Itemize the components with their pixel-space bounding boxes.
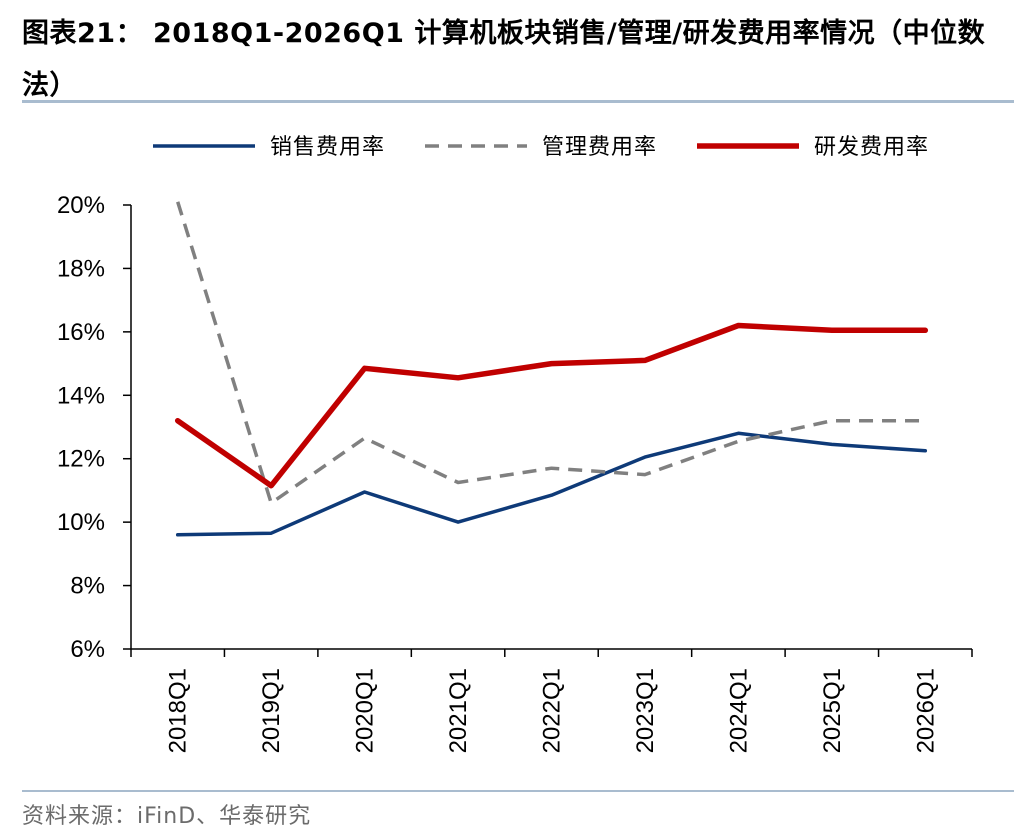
footer-divider	[22, 790, 1014, 792]
source-note: 资料来源：iFinD、华泰研究	[22, 804, 312, 829]
y-tick-label: 8%	[70, 573, 105, 600]
series-line-3	[174, 322, 929, 489]
axes: 6% 8% 10% 12% 14% 16% 18% 20% 2018Q1 2019Q1 2020Q1…	[57, 192, 973, 753]
x-tick-label: 2024Q1	[725, 668, 752, 753]
series-line-2	[176, 201, 926, 505]
series-line-1	[175, 431, 928, 537]
page-title: 图表21： 2018Q1-2026Q1 计算机板块销售/管理/研发费用率情况（中…	[22, 18, 986, 101]
x-tick-label: 2021Q1	[445, 668, 472, 753]
y-tick-label: 10%	[57, 509, 105, 536]
x-tick-label: 2022Q1	[539, 668, 566, 753]
legend: 销售费用率 管理费用率 研发费用率	[153, 135, 929, 160]
x-tick-label: 2020Q1	[352, 668, 379, 753]
y-tick-label: 6%	[70, 636, 105, 663]
y-tick-label: 18%	[57, 255, 105, 282]
y-tick-label: 14%	[57, 382, 105, 409]
x-tick-label: 2026Q1	[912, 668, 939, 753]
x-tick-label: 2018Q1	[165, 668, 192, 753]
y-tick-label: 16%	[57, 319, 105, 346]
title-divider	[22, 100, 1014, 103]
series-lines	[174, 201, 929, 537]
x-tick-label: 2025Q1	[819, 668, 846, 753]
y-tick-label: 20%	[57, 192, 105, 219]
legend-label-3: 研发费用率	[814, 135, 929, 160]
legend-label-1: 销售费用率	[270, 135, 385, 160]
y-tick-label: 12%	[57, 446, 105, 473]
x-tick-label: 2019Q1	[258, 668, 285, 753]
x-tick-label: 2023Q1	[632, 668, 659, 753]
line-chart: 销售费用率 管理费用率 研发费用率 6% 8% 10% 12% 14% 16% 18% 20% 20…	[57, 135, 973, 753]
legend-label-2: 管理费用率	[542, 135, 657, 160]
